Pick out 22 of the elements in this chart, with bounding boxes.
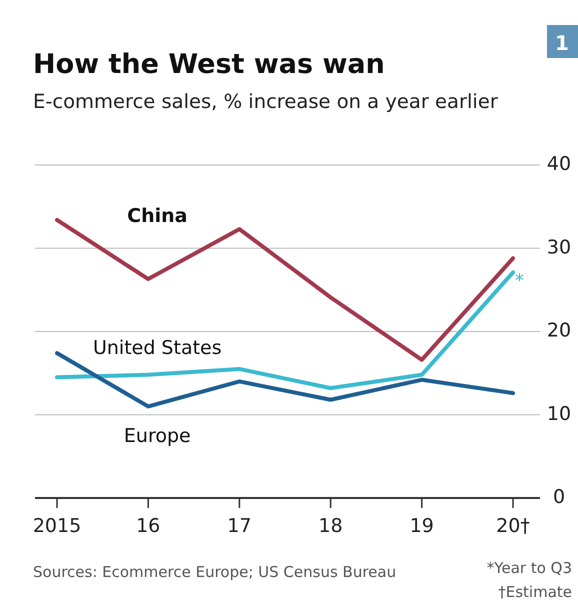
chart-title: How the West was wan (33, 49, 385, 80)
x-tick-label: 17 (227, 515, 252, 537)
text: †Estimate (498, 583, 572, 601)
x-tick-label: 20† (496, 515, 530, 537)
x-tick-label: 2015 (32, 515, 82, 537)
y-tick-label: 40 (546, 153, 572, 176)
y-tick-label: 10 (546, 402, 572, 425)
series-label: Europe (124, 424, 191, 447)
series-label: China (127, 205, 188, 228)
line-series (55, 270, 515, 390)
text: 1 (555, 31, 569, 55)
y-tick-label: 0 (552, 486, 566, 508)
annotation: * (515, 270, 524, 292)
y-tick-label: 20 (546, 320, 572, 342)
source-note: Sources: Ecommerce Europe; US Census Bureau (33, 563, 396, 581)
chart-subtitle: E-commerce sales, % increase on a year earlier (33, 90, 499, 113)
x-tick-label: 16 (136, 515, 160, 537)
x-tick-label: 19 (410, 515, 434, 537)
x-tick-label: 18 (318, 515, 343, 537)
y-tick-label: 30 (546, 236, 572, 258)
text: *Year to Q3 (486, 559, 572, 577)
series-label: United States (92, 337, 222, 360)
